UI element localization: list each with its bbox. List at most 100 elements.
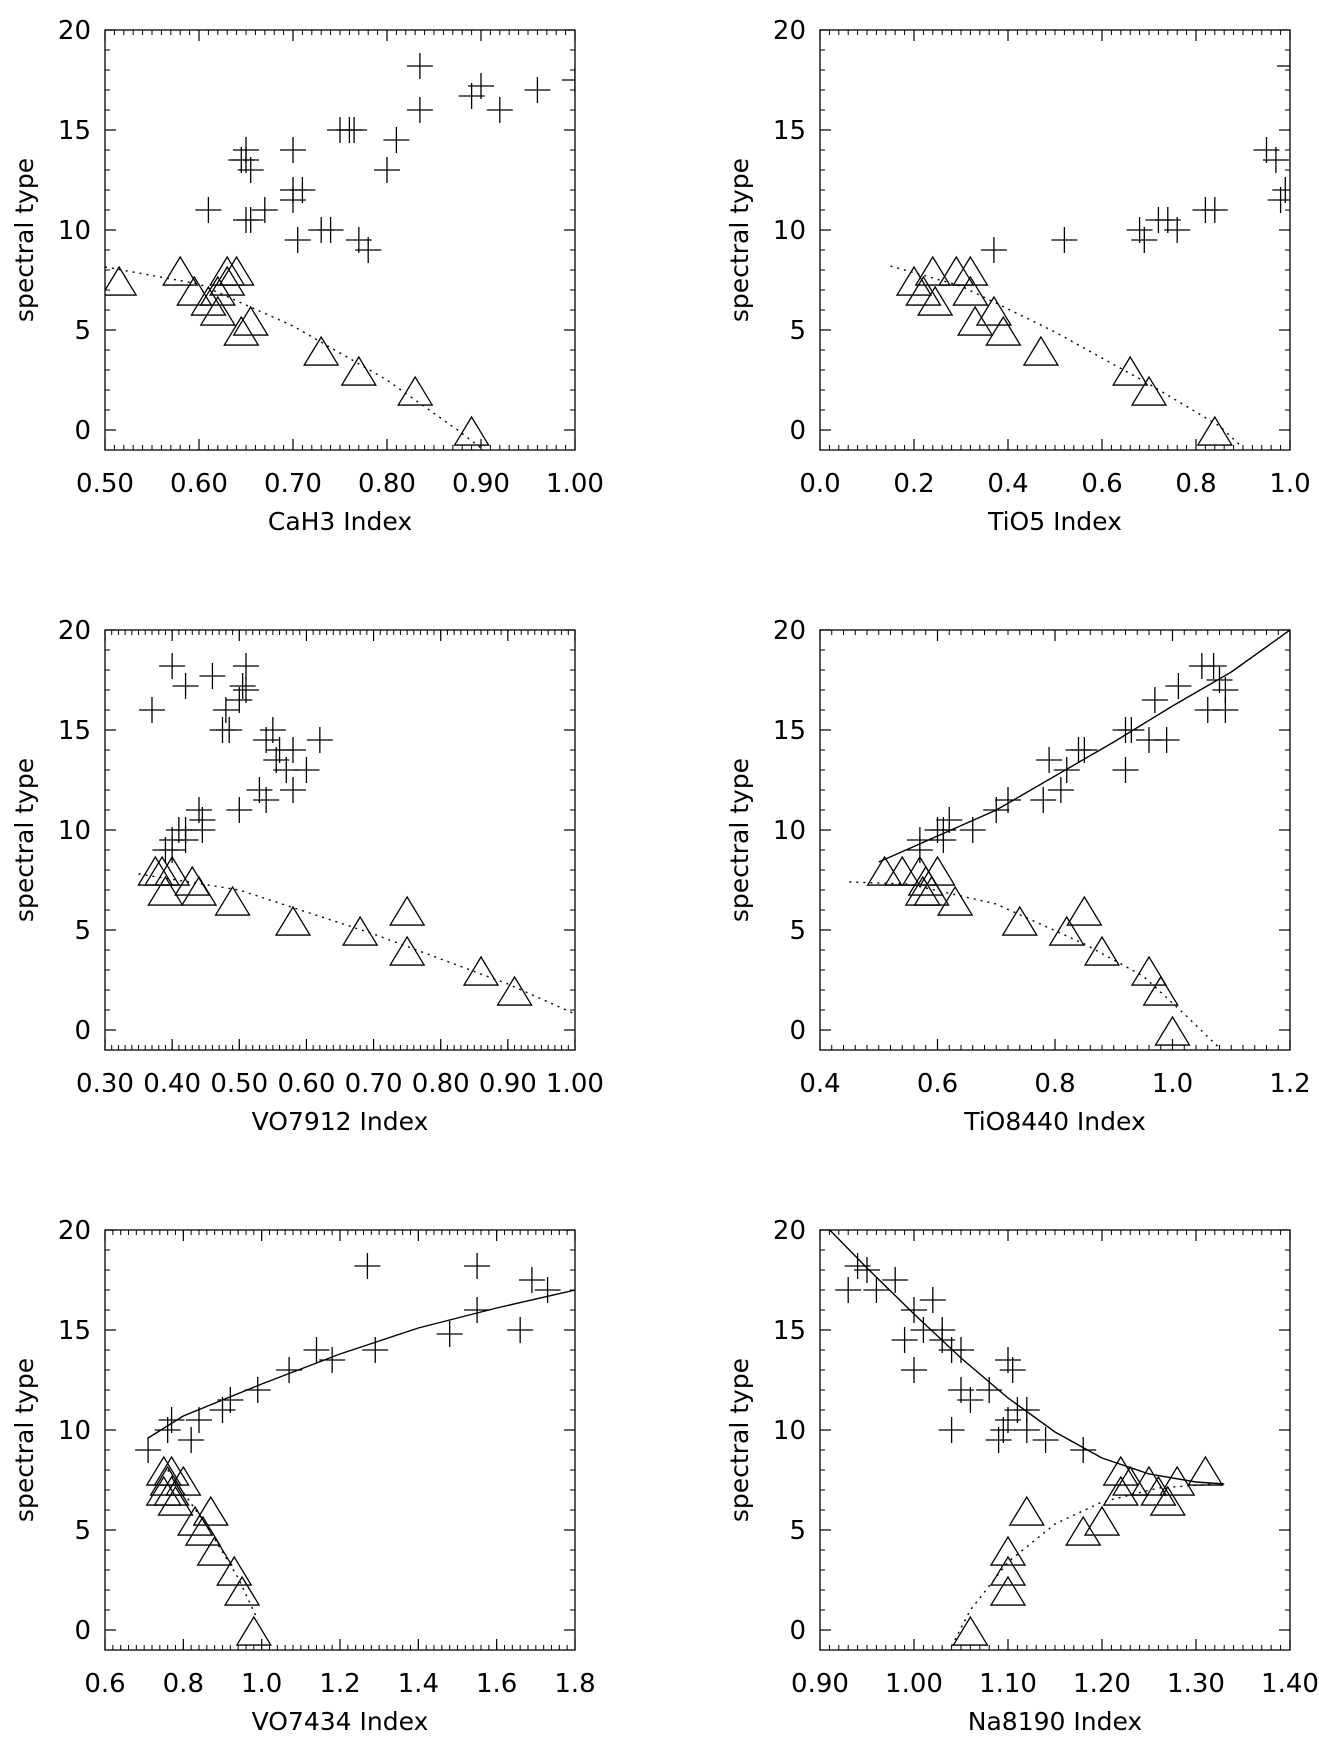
chart-3-y-tick-label: 5	[74, 916, 91, 946]
chart-6-triangle-point	[989, 1575, 1027, 1606]
chart-4-plus-point	[930, 827, 957, 853]
chart-6-triangle-point	[1008, 1495, 1045, 1526]
chart-4-plus-point	[995, 787, 1021, 813]
chart-3-plus-point	[293, 757, 320, 783]
chart-4-plus-point	[1212, 697, 1239, 723]
chart-5-fit-dotted	[167, 1469, 259, 1621]
chart-1-plus-point	[317, 217, 344, 243]
chart-5-triangle-point	[153, 1475, 190, 1506]
chart-6-x-tick-label: 1.20	[1073, 1669, 1131, 1699]
chart-5-triangle-point	[165, 1465, 202, 1496]
chart-4-plus-point	[1071, 737, 1098, 763]
chart-3-x-tick-label: 0.60	[277, 1069, 335, 1099]
chart-2-triangle-point	[1112, 355, 1149, 386]
chart-1-plus-point	[406, 53, 433, 79]
chart-6-plus-point	[995, 1407, 1021, 1433]
chart-4: 0.4 0.6 0.8 1.0 1.2 0 5 10 15 20 TiO8440 Index spec…	[725, 616, 1311, 1136]
chart-6-plus-point	[854, 1257, 880, 1283]
chart-6-x-tick-label: 1.10	[979, 1669, 1037, 1699]
chart-3-triangle-point	[180, 875, 218, 906]
chart-5-xlabel: VO7434 Index	[252, 1707, 429, 1736]
chart-2-y-tick-label: 10	[773, 216, 806, 246]
chart-4-plus-point	[1112, 757, 1139, 783]
chart-1-triangle-point	[162, 255, 199, 286]
chart-2-x-tick-label: 0.8	[1175, 469, 1216, 499]
chart-6-plus-point	[882, 1267, 909, 1293]
chart-1-y-tick-label: 0	[74, 416, 91, 446]
chart-4-plus-point	[983, 797, 1010, 823]
chart-3-plus-point	[212, 697, 239, 723]
chart-6-triangle-point	[952, 1615, 989, 1646]
chart-5-y-tick-label: 20	[58, 1216, 91, 1246]
chart-4-plus-point	[1036, 747, 1063, 773]
chart-4-triangle-point	[1001, 905, 1038, 936]
chart-2-plus-point	[1131, 227, 1158, 253]
chart-4-y-tick-label: 5	[789, 916, 806, 946]
chart-3-y-tick-label: 10	[58, 816, 91, 846]
chart-3-triangle-point	[153, 855, 191, 886]
chart-6-y-tick-label: 0	[789, 1616, 806, 1646]
chart-1-y-tick-label: 15	[58, 116, 91, 146]
chart-6-plus-point	[835, 1277, 862, 1303]
chart-2-triangle-point	[905, 275, 942, 306]
chart-4-plus-point	[1141, 687, 1168, 713]
chart-4-x-tick-label: 0.8	[1034, 1069, 1075, 1099]
chart-3-triangle-point	[496, 975, 533, 1006]
chart-6-plus-point	[929, 1327, 956, 1353]
chart-6-plus-point	[948, 1377, 974, 1403]
chart-3-plus-point	[253, 727, 280, 753]
chart-1-triangle-point	[199, 295, 236, 326]
chart-2-plot-area	[890, 53, 1290, 449]
chart-3-plus-point	[229, 673, 256, 699]
chart-6-plus-point	[844, 1253, 871, 1279]
chart-6-plus-point	[990, 1417, 1017, 1443]
chart-5-plus-point	[135, 1437, 162, 1463]
chart-1-plus-point	[284, 227, 311, 253]
chart-3-triangle-point	[274, 905, 312, 936]
chart-5-x-tick-label: 1.6	[476, 1669, 517, 1699]
chart-3-plus-point	[280, 777, 306, 803]
chart-5-plus-point	[276, 1357, 303, 1383]
chart-5-plus-point	[244, 1377, 271, 1403]
chart-2-x-tick-label: 0.6	[1081, 469, 1122, 499]
chart-4-triangle-point	[936, 885, 974, 916]
chart-5-triangle-point	[192, 1495, 229, 1526]
chart-2-plus-point	[1262, 147, 1289, 173]
chart-5-frame	[104, 1229, 576, 1651]
chart-5-plus-point	[319, 1347, 346, 1373]
chart-6-triangle-point	[1102, 1475, 1139, 1506]
chart-5-plus-point	[534, 1277, 561, 1303]
chart-3-y-tick-label: 0	[74, 1016, 91, 1046]
chart-5-x-tick-label: 0.6	[84, 1669, 125, 1699]
chart-5-plus-point	[507, 1317, 534, 1343]
chart-6-y-tick-label: 20	[773, 1216, 806, 1246]
chart-1-plus-point	[280, 177, 306, 203]
chart-5-fit-solid	[147, 1289, 575, 1439]
chart-6-plus-point	[948, 1337, 974, 1363]
chart-5-triangle-point	[216, 1555, 253, 1586]
chart-5-y-tick-label: 0	[74, 1616, 91, 1646]
chart-5-triangle-point	[196, 1535, 233, 1566]
chart-1-plus-point	[562, 67, 575, 93]
chart-5-plus-point	[209, 1397, 236, 1423]
chart-6-plus-point	[901, 1357, 927, 1383]
chart-2-triangle-point	[956, 305, 994, 336]
chart-4-plus-point	[1200, 653, 1227, 679]
chart-5-plus-point	[178, 1427, 205, 1453]
chart-6-plus-point	[901, 1297, 927, 1323]
chart-1-plus-point	[524, 77, 551, 103]
chart-2-triangle-point	[1130, 375, 1168, 406]
chart-2-triangle-point	[952, 275, 989, 306]
chart-1-plus-point	[237, 207, 264, 233]
chart-3-triangle-point	[462, 955, 500, 986]
chart-3-plus-point	[259, 717, 286, 743]
chart-5-triangle-point	[235, 1615, 272, 1646]
chart-1-triangle-point	[176, 275, 213, 306]
chart-6-plus-point	[1070, 1437, 1097, 1463]
chart-6-x-tick-label: 1.30	[1167, 1669, 1225, 1699]
chart-4-plus-point	[1206, 667, 1233, 693]
chart-1-xlabel: CaH3 Index	[268, 507, 412, 536]
chart-6-plus-point	[863, 1277, 890, 1303]
chart-1-y-tick-label: 20	[58, 16, 91, 46]
